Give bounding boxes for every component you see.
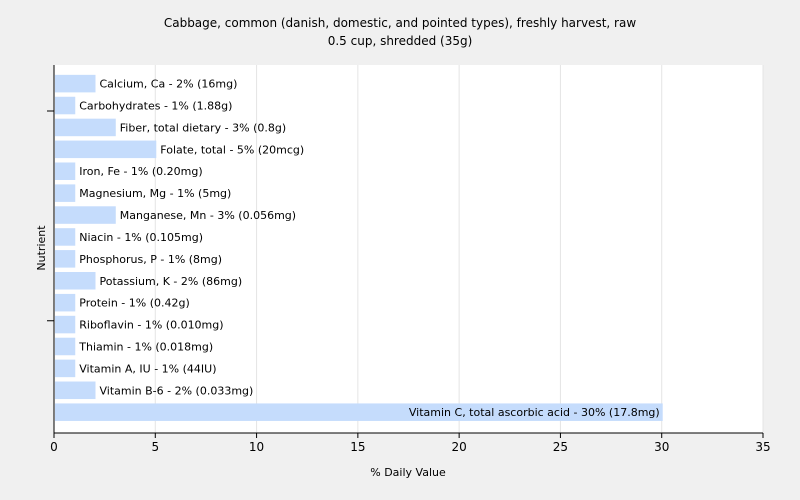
- bar: [55, 315, 76, 334]
- bar: [55, 272, 96, 290]
- bar-label: Vitamin C, total ascorbic acid - 30% (17…: [409, 406, 660, 419]
- x-tick-label: 15: [350, 440, 365, 454]
- bars: Calcium, Ca - 2% (16mg) Carbohydrates - 1…: [55, 74, 663, 421]
- bar: [55, 96, 76, 115]
- x-axis-label: % Daily Value: [370, 466, 446, 479]
- bar: [55, 250, 76, 268]
- bar: [55, 118, 116, 137]
- chart-subtitle: 0.5 cup, shredded (35g): [328, 34, 473, 48]
- bar-label: Vitamin B-6 - 2% (0.033mg): [100, 384, 254, 397]
- bar: [55, 206, 116, 224]
- x-tick-label: 20: [452, 440, 467, 454]
- bar-label: Iron, Fe - 1% (0.20mg): [79, 165, 202, 178]
- bar-label: Fiber, total dietary - 3% (0.8g): [120, 121, 286, 134]
- bar-label: Riboflavin - 1% (0.010mg): [79, 319, 223, 332]
- bar-label: Folate, total - 5% (20mcg): [160, 143, 304, 156]
- plot-background: [54, 65, 763, 433]
- bar-label: Thiamin - 1% (0.018mg): [78, 340, 213, 353]
- bar: [55, 162, 76, 180]
- bar-label: Magnesium, Mg - 1% (5mg): [79, 187, 231, 200]
- bar-label: Manganese, Mn - 3% (0.056mg): [120, 209, 296, 222]
- bar: [55, 337, 76, 356]
- bar-label: Phosphorus, P - 1% (8mg): [79, 253, 222, 266]
- x-tick-label: 0: [50, 440, 58, 454]
- bar-label: Potassium, K - 2% (86mg): [100, 275, 243, 288]
- bar: [55, 359, 76, 378]
- plot-area: Calcium, Ca - 2% (16mg) Carbohydrates - 1…: [47, 65, 771, 454]
- bar: [55, 403, 663, 421]
- bar-label: Carbohydrates - 1% (1.88g): [79, 100, 232, 113]
- x-tick-label: 35: [755, 440, 770, 454]
- bar: [55, 184, 76, 202]
- x-tick-label: 25: [553, 440, 568, 454]
- x-tick-label: 10: [249, 440, 264, 454]
- bar: [55, 228, 76, 246]
- bar-label: Niacin - 1% (0.105mg): [79, 231, 203, 244]
- x-ticks: 0 5 10 15 20 25 30 35: [50, 433, 771, 454]
- bar-label: Protein - 1% (0.42g): [79, 297, 190, 310]
- gridlines: [154, 65, 764, 433]
- bar: [55, 381, 96, 400]
- y-axis-label: Nutrient: [35, 225, 48, 271]
- bar-label: Vitamin A, IU - 1% (44IU): [79, 362, 216, 375]
- bar-label: Calcium, Ca - 2% (16mg): [100, 78, 238, 91]
- bar: [55, 140, 157, 159]
- chart-title: Cabbage, common (danish, domestic, and p…: [164, 16, 636, 30]
- x-tick-label: 5: [151, 440, 159, 454]
- bar: [55, 74, 96, 93]
- x-tick-label: 30: [654, 440, 669, 454]
- bar: [55, 293, 76, 312]
- axes: [47, 65, 763, 434]
